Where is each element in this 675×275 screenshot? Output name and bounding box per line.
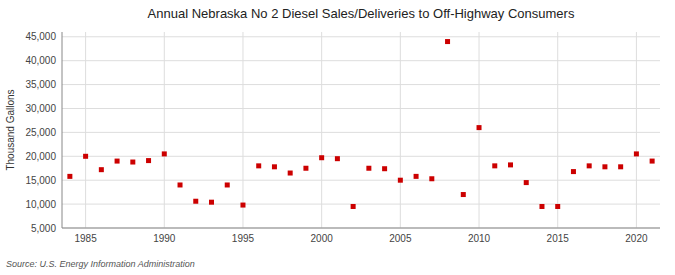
y-grid-line (62, 204, 660, 205)
grid (62, 32, 660, 228)
x-tick-label: 2015 (547, 233, 570, 244)
point (288, 171, 293, 176)
point (555, 204, 560, 209)
x-tick-label: 1985 (74, 233, 97, 244)
y-tick-label: 45,000 (25, 31, 56, 42)
x-grid-line (557, 32, 558, 228)
x-tick-label: 1990 (153, 233, 176, 244)
point (178, 182, 183, 187)
y-grid-line (62, 156, 660, 157)
x-grid-line (400, 32, 401, 228)
y-axis-label: Thousand Gallons (5, 89, 16, 170)
point (351, 204, 356, 209)
point (115, 159, 120, 164)
point (461, 192, 466, 197)
point (99, 167, 104, 172)
y-tick-label: 15,000 (25, 175, 56, 186)
y-grid-line (62, 60, 660, 61)
y-tick-label: 30,000 (25, 103, 56, 114)
x-axis-line (62, 228, 660, 229)
point (335, 156, 340, 161)
point (240, 203, 245, 208)
y-tick-label: 20,000 (25, 151, 56, 162)
points (67, 39, 654, 209)
x-tick-label: 2020 (625, 233, 648, 244)
x-grid-line (85, 32, 86, 228)
x-tick-label: 1995 (232, 233, 255, 244)
y-grid-line (62, 228, 660, 229)
point (429, 176, 434, 181)
point (650, 159, 655, 164)
y-grid-line (62, 84, 660, 85)
y-grid-line (62, 132, 660, 133)
point (587, 163, 592, 168)
y-axis-line (62, 32, 63, 228)
point (225, 182, 230, 187)
point (539, 204, 544, 209)
point (492, 163, 497, 168)
point (382, 166, 387, 171)
point (319, 155, 324, 160)
y-tick-label: 10,000 (25, 199, 56, 210)
x-tick-label: 2010 (468, 233, 491, 244)
y-grid-line (62, 36, 660, 37)
point (146, 158, 151, 163)
point (256, 163, 261, 168)
point (83, 154, 88, 159)
point (508, 162, 513, 167)
chart: Annual Nebraska No 2 Diesel Sales/Delive… (0, 0, 675, 275)
point (634, 151, 639, 156)
y-tick-label: 25,000 (25, 127, 56, 138)
point (303, 166, 308, 171)
point (618, 164, 623, 169)
x-grid-line (164, 32, 165, 228)
point (366, 166, 371, 171)
annotation: Source: U.S. Energy Information Administ… (6, 259, 195, 269)
x-grid-line (636, 32, 637, 228)
y-tick-label: 35,000 (25, 79, 56, 90)
point (272, 164, 277, 169)
point (130, 160, 135, 165)
x-tick-label: 2000 (311, 233, 334, 244)
point (209, 200, 214, 205)
x-grid-line (321, 32, 322, 228)
point (398, 178, 403, 183)
point (67, 174, 72, 179)
y-tick-label: 40,000 (25, 55, 56, 66)
point (162, 151, 167, 156)
point (414, 174, 419, 179)
point (477, 125, 482, 130)
y-tick-label: 5,000 (31, 223, 56, 234)
point (602, 164, 607, 169)
x-grid-line (242, 32, 243, 228)
point (571, 169, 576, 174)
point (445, 39, 450, 44)
point (193, 199, 198, 204)
y-grid-line (62, 180, 660, 181)
x-tick-label: 2005 (389, 233, 412, 244)
point (524, 180, 529, 185)
title: Annual Nebraska No 2 Diesel Sales/Delive… (148, 6, 575, 21)
y-grid-line (62, 108, 660, 109)
